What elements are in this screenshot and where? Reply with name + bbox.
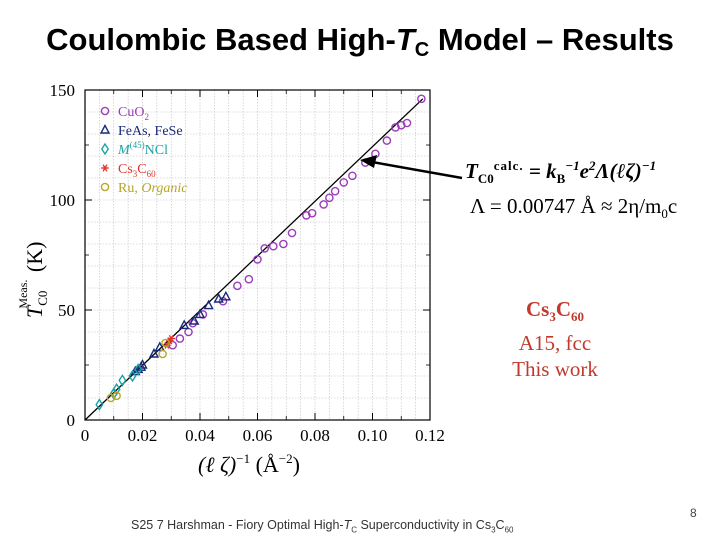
data-point (287, 228, 297, 238)
data-point (348, 171, 357, 181)
note-line-2: A15, fcc (518, 331, 592, 356)
title-tail: Model – Results (429, 22, 674, 57)
data-point (158, 349, 167, 359)
data-point (112, 391, 121, 401)
title-t: T (395, 22, 415, 57)
data-point (269, 241, 278, 251)
series-1 (130, 290, 232, 376)
data-point (194, 308, 206, 319)
cs3c60-note: Cs3C60 A15, fcc This work (480, 296, 630, 382)
data-point (148, 348, 160, 358)
note-line-1: Cs3C60 (525, 297, 584, 325)
y-tick-label: 0 (67, 411, 76, 430)
data-point-stroke (168, 334, 174, 343)
data-point (154, 341, 165, 352)
legend-label: Ru, Organic (118, 181, 188, 196)
x-tick-label: 0.04 (185, 426, 215, 445)
data-point (319, 200, 328, 209)
y-tick-labels: 0 50 100 150 (50, 81, 76, 430)
x-axis-label: (ℓ ζ)−1 (Å−2) (198, 451, 300, 477)
data-point (279, 239, 288, 249)
series-4 (106, 338, 170, 403)
legend-marker (100, 142, 110, 156)
data-point (330, 186, 340, 196)
data-point (213, 293, 224, 303)
grid-layer (84, 89, 431, 421)
data-point (137, 359, 148, 369)
data-point (189, 315, 200, 325)
data-point (325, 193, 334, 203)
x-tick-label: 0.02 (128, 426, 158, 445)
data-point (417, 94, 426, 104)
formula-lambda: Λ = 0.00747 Å ≈ 2η/m0c (470, 194, 678, 222)
y-tick-label: 100 (50, 191, 76, 210)
series-0 (168, 94, 426, 350)
footer-citation: S25 7 Harshman - Fiory Optimal High-TC S… (131, 518, 514, 535)
data-point (244, 274, 254, 284)
x-tick-label: 0.06 (243, 426, 273, 445)
data-point (233, 281, 242, 291)
data-point (118, 374, 127, 387)
page-number: 8 (690, 506, 697, 520)
data-point (402, 118, 412, 128)
data-point (260, 244, 269, 253)
title-t-subscript: C (414, 39, 430, 61)
legend-marker-stroke (102, 164, 108, 172)
x-tick-label: 0.10 (358, 426, 388, 445)
x-tick-label: 0.08 (300, 426, 330, 445)
tick-layer (84, 89, 431, 421)
data-point (203, 299, 214, 310)
legend-marker (100, 182, 110, 192)
y-tick-label: 50 (58, 301, 75, 320)
data-point (307, 208, 317, 218)
x-tick-label: 0.12 (415, 426, 445, 445)
data-point (95, 398, 104, 411)
data-point (220, 290, 232, 301)
data-point (339, 178, 349, 187)
data-point (179, 319, 190, 330)
legend-marker (99, 124, 111, 134)
legend-marker (100, 106, 110, 116)
legend-label: Cs3C60 (118, 162, 156, 179)
data-point (167, 334, 176, 343)
data-point (382, 136, 392, 145)
data-point (175, 334, 185, 343)
data-point (161, 338, 170, 348)
y-tick-label: 150 (50, 81, 76, 100)
slide-title: Coulombic Based High-TC Model – Results (0, 22, 720, 62)
legend-label: M(45)NCl (117, 140, 168, 158)
annotation-arrow-head (360, 155, 377, 168)
data-points (95, 94, 426, 411)
data-point (112, 382, 121, 396)
formula-tc-calc: TC0calc. = kB−1e2Λ(ℓζ)−1 (465, 158, 657, 187)
data-point (253, 255, 262, 264)
note-line-3: This work (512, 357, 598, 382)
data-point (128, 369, 137, 383)
data-point (134, 363, 143, 376)
y-axis-label: TC0Meas. (K) (16, 242, 50, 318)
title-main: Coulombic Based High- (46, 22, 396, 57)
legend-label: CuO2 (118, 105, 149, 122)
x-tick-labels: 0 0.02 0.04 0.06 0.08 0.10 0.12 (81, 426, 445, 445)
svg-text:TC0Meas. (K): TC0Meas. (K) (16, 242, 50, 318)
legend-marker (101, 164, 109, 172)
x-tick-label: 0 (81, 426, 90, 445)
legend-label: FeAs, FeSe (118, 124, 183, 139)
series-3 (163, 334, 176, 349)
annotation-arrow-line (371, 160, 463, 180)
